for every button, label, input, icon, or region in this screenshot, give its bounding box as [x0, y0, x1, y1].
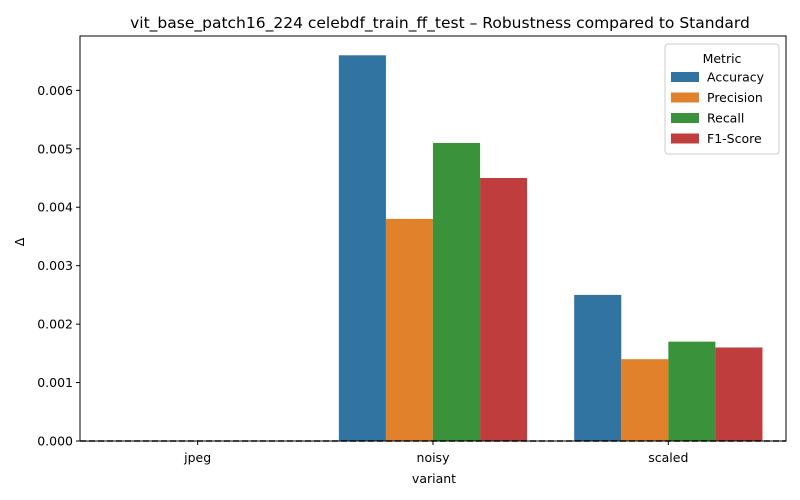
bar-recall-noisy: [433, 142, 481, 441]
y-tick-label: 0.002: [37, 317, 73, 332]
legend-frame: [664, 43, 780, 155]
bar-precision-noisy: [385, 218, 433, 441]
legend-swatch-recall: [671, 113, 699, 123]
legend: Metric Accuracy Precision Recall F1-Score: [664, 43, 780, 155]
y-tick-label: 0.001: [37, 375, 73, 390]
legend-title: Metric: [703, 51, 742, 66]
y-tick-label: 0.000: [37, 434, 73, 449]
y-tick-label: 0.004: [37, 200, 73, 215]
y-tick-label: 0.006: [37, 83, 73, 98]
legend-label-f1-score: F1-Score: [707, 131, 762, 146]
bar-precision-scaled: [621, 359, 669, 441]
x-tick-label: jpeg: [183, 450, 211, 465]
y-axis: 0.000 0.001 0.002 0.003 0.004 0.005 0.006: [37, 83, 80, 449]
y-tick-label: 0.003: [37, 258, 73, 273]
y-axis-label: Δ: [12, 237, 27, 246]
chart-title: vit_base_patch16_224 celebdf_train_ff_te…: [130, 14, 750, 33]
y-tick-label: 0.005: [37, 141, 73, 156]
bar-accuracy-noisy: [338, 55, 386, 441]
legend-label-accuracy: Accuracy: [707, 70, 765, 85]
legend-label-precision: Precision: [707, 90, 763, 105]
legend-label-recall: Recall: [707, 111, 744, 126]
bar-f1-score-scaled: [715, 347, 763, 441]
x-axis: jpeg noisy scaled: [183, 441, 688, 465]
legend-items: Accuracy Precision Recall F1-Score: [671, 70, 765, 146]
legend-swatch-precision: [671, 92, 699, 103]
bar-accuracy-scaled: [574, 294, 622, 441]
x-tick-label: noisy: [417, 450, 451, 465]
x-tick-label: scaled: [648, 450, 688, 465]
bar-f1-score-noisy: [480, 178, 528, 441]
legend-swatch-accuracy: [671, 72, 699, 82]
x-axis-label: variant: [412, 471, 456, 486]
legend-swatch-f1-score: [671, 133, 699, 144]
bar-recall-scaled: [668, 341, 716, 441]
